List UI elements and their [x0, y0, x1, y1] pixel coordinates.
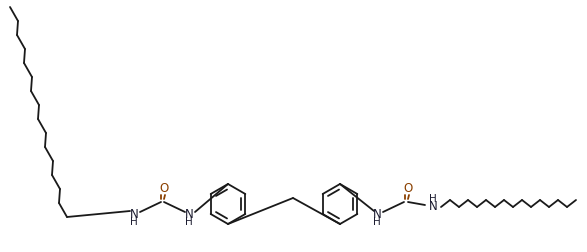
- Text: N: N: [373, 207, 382, 220]
- Text: H: H: [429, 194, 437, 204]
- Text: O: O: [403, 181, 413, 195]
- Text: H: H: [373, 217, 381, 227]
- Text: H: H: [130, 217, 138, 227]
- Text: N: N: [185, 207, 193, 220]
- Text: H: H: [185, 217, 193, 227]
- Text: N: N: [130, 207, 139, 220]
- Text: O: O: [160, 181, 168, 195]
- Text: N: N: [429, 201, 437, 213]
